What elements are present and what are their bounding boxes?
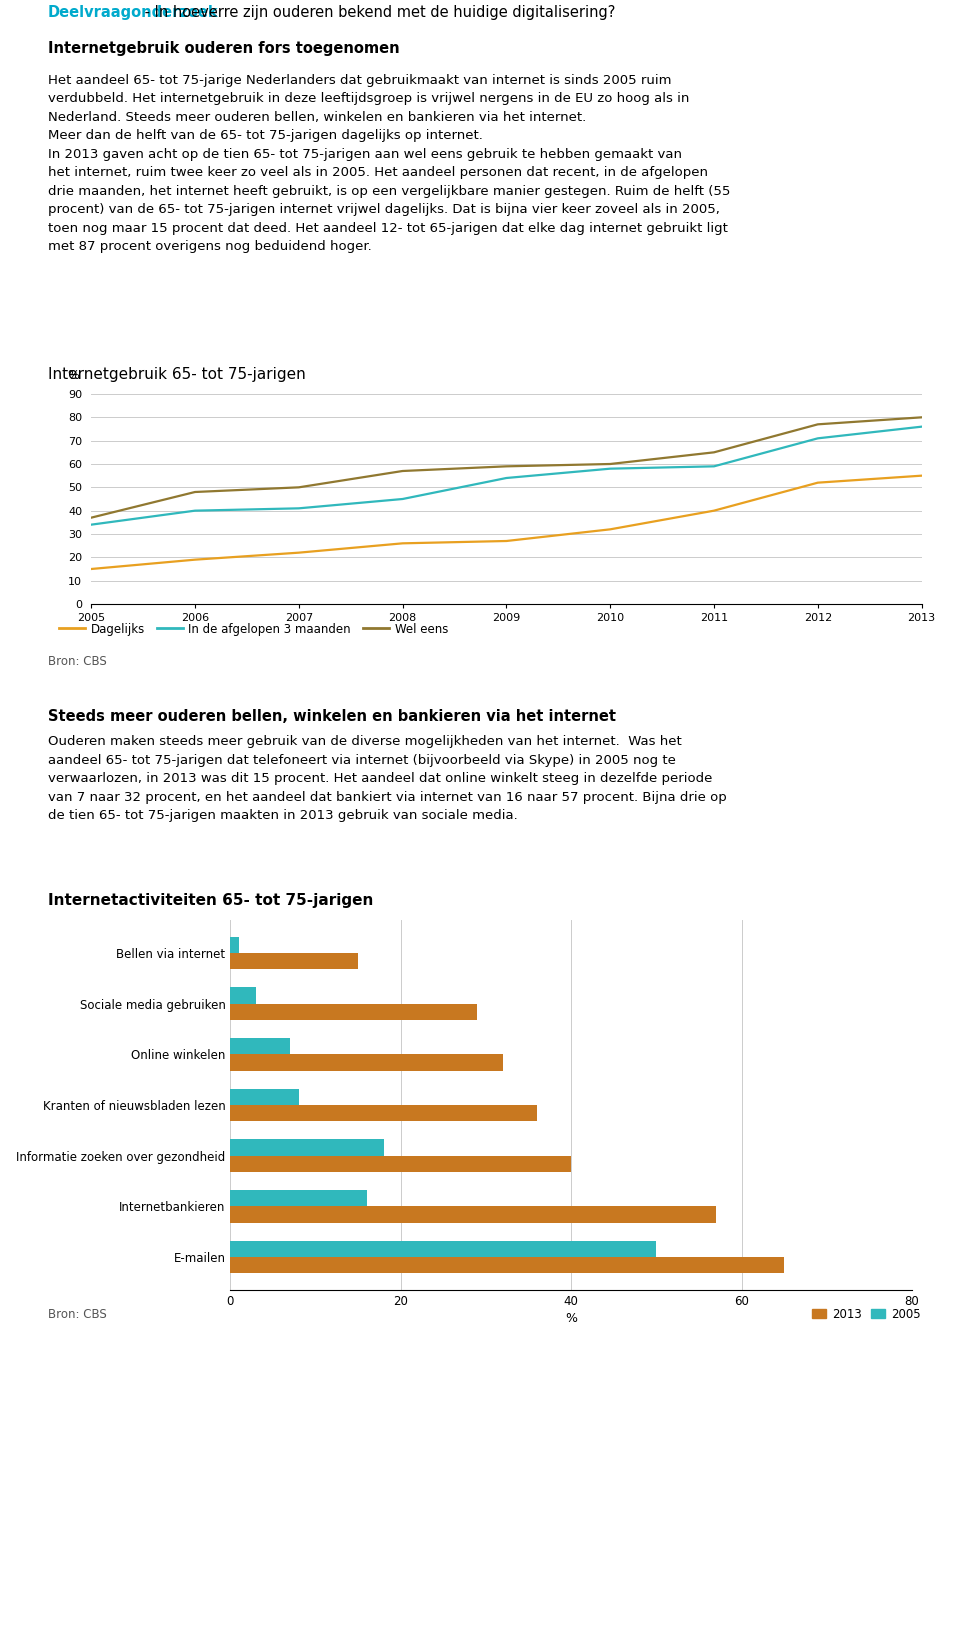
Text: Steeds meer ouderen bellen, winkelen en bankieren via het internet: Steeds meer ouderen bellen, winkelen en … (48, 708, 616, 724)
Bar (230, 1139, 384, 1155)
Text: Internetgebruik ouderen fors toegenomen: Internetgebruik ouderen fors toegenomen (48, 41, 399, 56)
X-axis label: %: % (565, 1312, 577, 1325)
Bar (230, 1190, 367, 1207)
Text: Bron: CBS: Bron: CBS (48, 655, 107, 668)
Text: Het aandeel 65- tot 75-jarige Nederlanders dat gebruikmaakt van internet is sind: Het aandeel 65- tot 75-jarige Nederlande… (48, 74, 731, 253)
Legend: Dagelijks, In de afgelopen 3 maanden, Wel eens: Dagelijks, In de afgelopen 3 maanden, We… (54, 617, 453, 640)
Text: Bron: CBS: Bron: CBS (48, 1307, 107, 1320)
Text: Internetgebruik 65- tot 75-jarigen: Internetgebruik 65- tot 75-jarigen (48, 367, 305, 382)
Bar (230, 1207, 716, 1223)
Bar (230, 1241, 657, 1258)
Bar (230, 1155, 571, 1172)
Bar (230, 1039, 290, 1055)
Bar (230, 1004, 477, 1021)
Text: - In hoeverre zijn ouderen bekend met de huidige digitalisering?: - In hoeverre zijn ouderen bekend met de… (140, 5, 615, 20)
Bar (230, 1055, 503, 1070)
Bar (230, 1088, 299, 1104)
Bar (230, 988, 256, 1004)
Bar (230, 937, 239, 953)
Text: Ouderen maken steeds meer gebruik van de diverse mogelijkheden van het internet.: Ouderen maken steeds meer gebruik van de… (48, 736, 727, 821)
Text: Internetactiviteiten 65- tot 75-jarigen: Internetactiviteiten 65- tot 75-jarigen (48, 892, 373, 907)
Text: Deelvraagonderzoek: Deelvraagonderzoek (48, 5, 219, 20)
Text: %: % (67, 369, 79, 382)
Legend: 2013, 2005: 2013, 2005 (807, 1302, 925, 1325)
Bar (230, 1104, 538, 1121)
Bar (230, 1258, 784, 1274)
Bar (230, 953, 358, 969)
